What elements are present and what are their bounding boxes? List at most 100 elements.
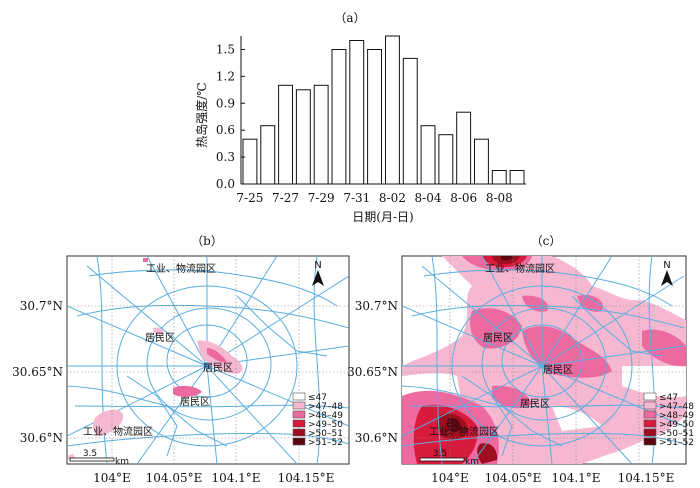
bar-7-26 [260,125,276,185]
map-c-area-label: 工业、物流园区 [485,262,555,275]
scale-bar: 3.5 km [419,449,479,467]
legend-swatch [643,401,657,410]
map-b-area-label: 居民区 [180,396,210,408]
y-tick-label: 1.5 [216,42,235,56]
bar-8-06 [456,111,472,185]
bar-8-01 [367,49,383,185]
legend-label: >49–50 [659,420,694,430]
legend-label: >47–48 [308,402,343,412]
map-c-heat-patch [642,329,686,367]
bar-8-09 [509,170,525,185]
x-tick-label: 8-02 [379,191,406,205]
map-c-cool-patch [552,406,602,431]
map-x-tick: 104.15°E [278,471,335,485]
x-tick-label: 8-08 [486,191,513,205]
bar-8-05 [438,134,454,185]
map-x-tick: 104°E [431,471,469,485]
legend-label: >48–49 [659,411,694,421]
legend-panel-c: ≤47>47–48>48–49>49–50>50–51>51–52 [643,392,694,448]
x-axis-label: 日期(月-日) [352,210,413,224]
legend-label: >49–50 [308,420,343,430]
x-tick-label: 7-29 [308,191,335,205]
map-x-tick: 104.15°E [618,471,675,485]
bars-group [242,35,525,185]
legend-swatch [643,419,657,428]
x-tick-label: 7-31 [343,191,370,205]
north-arrow-icon: N [312,260,324,286]
x-ticks-group: 7-25 7-27 7-29 7-31 8-02 8-04 8-06 8-08 [236,191,512,205]
map-x-tick: 104°E [93,471,131,485]
bar-7-30 [331,49,347,185]
map-y-tick: 30.65°N [12,365,63,379]
panel-a-label: （a） [334,11,365,25]
bar-7-28 [295,89,311,185]
legend-swatch [292,428,306,437]
svg-text:3.5: 3.5 [83,449,97,459]
map-c-area-label: 工业、物流园区 [429,425,499,438]
bar-8-07 [474,138,489,185]
map-x-tick: 104.05°E [146,471,203,485]
x-tick-label: 7-27 [272,191,299,205]
panel-a-bar-chart: （a） 热岛强度/℃ 日期(月-日) 0.0 0.3 0.6 0.9 1.2 1.5 7-… [194,11,526,224]
legend-swatch [292,410,306,419]
map-b-area-label: 工业、物流园区 [83,425,153,438]
y-tick-label: 1.2 [216,69,235,83]
legend-label: ≤47 [308,393,327,403]
panel-c-label: （c） [531,234,562,248]
x-tick-label: 8-04 [415,191,442,205]
y-ticks-group: 0.0 0.3 0.6 0.9 1.2 1.5 [216,42,245,191]
scale-bar: 3.5 km [69,449,129,467]
map-c-heat-patch [446,417,461,433]
map-b-area-label: 居民区 [145,332,175,344]
map-y-tick: 30.7°N [355,299,398,313]
map-b-area-label: 工业、物流园区 [146,262,216,275]
map-x-tick: 104.1°E [211,471,260,485]
map-c-area-label: 居民区 [483,332,513,344]
y-tick-label: 0.3 [216,150,235,164]
map-y-tick: 30.6°N [355,431,398,445]
legend-label: >51–52 [308,438,343,448]
bar-7-29 [313,84,329,185]
map-y-tick: 30.65°N [347,365,398,379]
map-c-heat-patch [500,256,514,261]
map-c-heat-patch [577,294,603,312]
bar-8-08 [491,170,507,185]
map-c-area-label: 居民区 [543,364,573,376]
legend-swatch [643,410,657,419]
legend-swatch [643,428,657,437]
svg-text:N: N [663,260,670,271]
legend-panel-b: ≤47>47–48>48–49>49–50>50–51>51–52 [292,392,343,448]
legend-label: ≤47 [659,393,678,403]
map-panel-c: 工业、物流园区 居民区 居民区 居民区 工业、物流园区 N 3.5 km ≤47… [401,255,694,467]
north-arrow-icon: N [661,260,673,286]
bar-7-25 [242,138,258,185]
x-tick-label: 7-25 [236,191,263,205]
map-x-tick: 104.1°E [551,471,600,485]
map-c-cool-patch [622,366,686,398]
legend-swatch [292,392,306,401]
map-b-heat-patch [207,348,227,363]
y-tick-label: 0.6 [216,123,235,137]
map-b-heat-patch [93,409,124,436]
map-c-area-label: 居民区 [520,398,550,410]
y-axis-label: 热岛强度/℃ [194,82,209,147]
map-b-heat-patch [153,327,164,335]
legend-swatch [643,392,657,401]
legend-label: >51–52 [659,438,694,448]
legend-label: >50–51 [308,429,343,439]
map-y-tick: 30.6°N [20,431,63,445]
legend-label: >47–48 [659,402,694,412]
y-tick-label: 0.9 [216,96,235,110]
map-panel-b: 工业、物流园区 居民区 居民区 居民区 工业、物流园区 N 3.5 km ≤47… [66,255,350,467]
svg-text:3.5: 3.5 [433,449,447,459]
bar-7-31 [349,40,365,185]
legend-label: >48–49 [308,411,343,421]
svg-text:N: N [314,260,321,271]
bar-8-04 [420,125,436,185]
legend-swatch [292,419,306,428]
map-c-heat-patch [477,443,498,464]
map-y-tick: 30.7°N [20,299,63,313]
map-c-heat-patch [492,385,532,409]
y-tick-label: 0.0 [216,177,235,191]
